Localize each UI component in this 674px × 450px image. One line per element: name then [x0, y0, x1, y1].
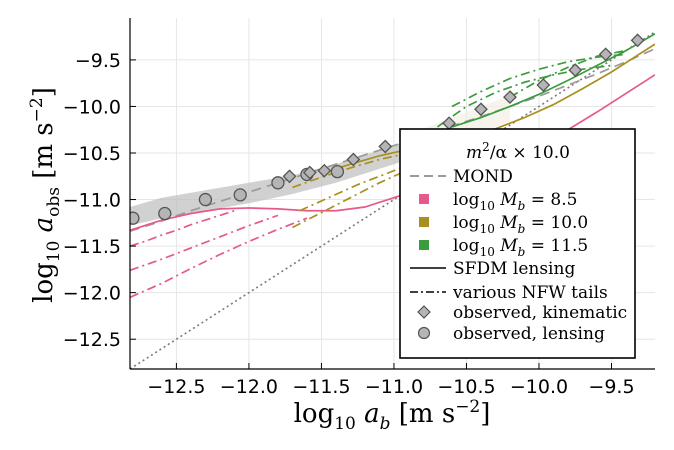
legend-sfdm-label: SFDM lensing: [453, 259, 575, 279]
observed-lensing-point: [233, 188, 247, 202]
legend-kinematic-label: observed, kinematic: [453, 303, 627, 323]
curve-sfdm-lensing-m11-5: [451, 33, 655, 128]
legend-circle-icon: [417, 326, 431, 340]
legend-mond-label: MOND: [453, 167, 513, 187]
x-tick-label: −12.5: [147, 376, 205, 398]
observed-lensing-point: [158, 206, 172, 221]
x-tick-label: −11.0: [365, 376, 423, 398]
y-tick-label: −12.0: [63, 283, 121, 305]
legend-m100-label: log10 Mb = 10.0: [453, 213, 588, 236]
observed-lensing-point: [271, 176, 285, 190]
curve-nfw-m8-5-b: [130, 214, 279, 272]
y-tick-label: −10.0: [63, 96, 121, 118]
observed-kinematic-point: [503, 90, 517, 105]
legend-nfw-label: various NFW tails: [452, 283, 608, 303]
observed-kinematic-point: [282, 169, 297, 184]
observed-kinematic-point: [630, 33, 645, 48]
legend-m85-swatch: [419, 194, 429, 204]
x-tick-label: −10.0: [510, 376, 568, 398]
axis-ticks: −12.5 −12.0 −11.5 −11.0 −10.5 −10.0 −9.5−12.5−…: [63, 50, 635, 398]
x-tick-label: −12.0: [220, 376, 278, 398]
legend-m85-label: log10 Mb = 8.5: [453, 190, 577, 213]
x-tick-label: −10.5: [437, 376, 495, 398]
legend-m115-swatch: [419, 240, 429, 250]
legend: m2/α × 10.0 MOND log10 Mb = 8.5 log10 Mb…: [399, 128, 636, 359]
legend-m115-label: log10 Mb = 11.5: [453, 236, 588, 259]
x-axis-label: log10 ab [m s−2]: [294, 397, 491, 434]
y-axis-label: log10 aobs [m s−2]: [27, 87, 64, 303]
observed-kinematic-point: [317, 163, 332, 178]
y-tick-label: −11.0: [63, 190, 121, 212]
x-tick-label: −9.5: [588, 376, 634, 398]
legend-title: m2/α × 10.0: [466, 140, 570, 163]
legend-m100-swatch: [419, 217, 429, 227]
curve-nfw-m11-5-c: [436, 64, 612, 128]
observed-lensing-point: [330, 164, 345, 179]
y-tick-label: −10.5: [63, 143, 121, 165]
x-tick-label: −11.5: [292, 376, 350, 398]
observed-kinematic-point: [568, 63, 583, 78]
curve-nfw-m8-5-c: [130, 217, 308, 299]
curve-nfw-m11-5-b: [451, 53, 627, 108]
observed-lensing-point: [198, 192, 213, 207]
y-tick-label: −12.5: [63, 329, 121, 351]
observed-kinematic-point: [378, 139, 393, 154]
observed-kinematic-point: [302, 165, 317, 180]
curve-one-to-one: [130, 31, 655, 369]
observed-kinematic-point: [474, 102, 488, 117]
y-tick-label: −11.5: [63, 236, 121, 258]
legend-diamond-icon: [417, 305, 431, 319]
observed-kinematic-point: [598, 47, 613, 62]
y-tick-label: −9.5: [75, 50, 121, 72]
curve-nfw-m11-5-a: [509, 49, 627, 98]
curve-mond: [130, 47, 655, 233]
observed-markers: [130, 33, 645, 225]
model-curves: [130, 31, 655, 369]
observed-lensing-point: [130, 211, 140, 225]
observed-kinematic-point: [346, 152, 361, 167]
legend-box: [399, 128, 636, 359]
curve-nfw-m10-0-c: [292, 139, 496, 229]
observed-kinematic-point: [536, 78, 551, 92]
curve-nfw-m8-5-a: [130, 209, 235, 247]
legend-lensing-label: observed, lensing: [453, 324, 605, 344]
